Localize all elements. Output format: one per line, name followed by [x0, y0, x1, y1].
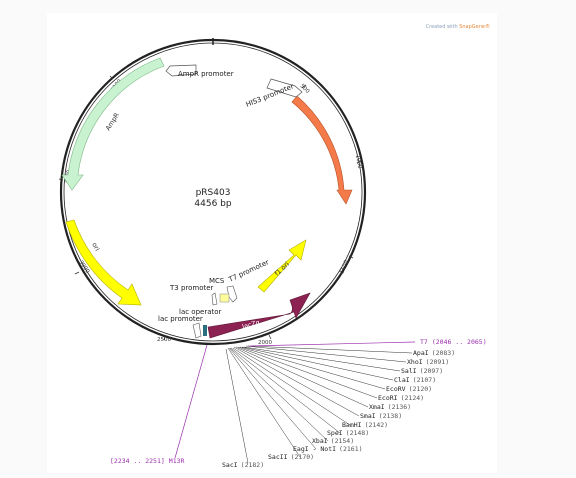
credit-brand: SnapGene® — [459, 24, 490, 30]
m13r-primer-line — [174, 344, 208, 459]
lac-operator-feature[interactable] — [203, 325, 207, 336]
site-leaders — [225, 345, 413, 464]
site-clai[interactable]: ClaI (2107) — [394, 376, 436, 384]
t7-primer-label[interactable]: T7 (2046 .. 2065) — [420, 338, 487, 346]
snapgene-credit[interactable]: Created with SnapGene® — [426, 24, 490, 30]
t7-primer-range: (2046 .. 2065) — [432, 338, 487, 346]
plasmid-length: 4456 bp — [194, 199, 231, 209]
lacz-alpha-feature[interactable] — [207, 292, 311, 339]
site-xbai[interactable]: XbaI (2154) — [312, 437, 354, 445]
lac-promoter-label: lac promoter — [158, 315, 203, 323]
mcs-label: MCS — [209, 277, 225, 285]
m13r-primer-label[interactable]: [2234 .. 2251] M13R — [110, 457, 185, 465]
lac-promoter-feature[interactable] — [192, 322, 202, 339]
lac-operator-label: lac operator — [179, 308, 222, 316]
his3-feature[interactable] — [291, 95, 353, 205]
site-bamhi[interactable]: BamHI (2142) — [342, 421, 388, 429]
tick-1500: 1500 — [339, 259, 350, 275]
site-xhoi[interactable]: XhoI (2091) — [407, 358, 449, 366]
site-sali[interactable]: SalI (2097) — [401, 367, 443, 375]
ampr-promoter-label: AmpR promoter — [178, 70, 234, 78]
tick-2500: 2500 — [157, 337, 171, 343]
site-xmai[interactable]: XmaI (2136) — [369, 403, 411, 411]
site-ecorv[interactable]: EcoRV (2120) — [386, 385, 432, 393]
ampr-promoter-feature[interactable] — [165, 64, 197, 77]
his3-promoter-feature[interactable] — [266, 78, 303, 98]
t7-promoter-label: T7 promoter — [227, 258, 271, 284]
plasmid-name: pRS403 — [196, 188, 231, 198]
m13r-primer-range: [2234 .. 2251] — [110, 457, 165, 465]
t3-promoter-label: T3 promoter — [169, 284, 214, 292]
ori-label: ori — [90, 241, 101, 252]
site-ecori[interactable]: EcoRI (2124) — [378, 394, 424, 402]
site-spei[interactable]: SpeI (2148) — [327, 429, 369, 437]
restriction-sites: ApaI (2083) XhoI (2091) SalI (2097) ClaI (21… — [222, 349, 455, 469]
site-eagi-noti[interactable]: EagI - NotI (2161) — [293, 445, 363, 453]
m13r-primer-name: M13R — [169, 457, 185, 465]
t7-primer-line — [249, 341, 416, 347]
credit-prefix: Created with — [425, 24, 460, 30]
ampr-feature[interactable] — [61, 57, 165, 191]
f1-ori-feature[interactable] — [257, 239, 307, 293]
ampr-label: AmpR — [104, 111, 121, 132]
site-smai[interactable]: SmaI (2138) — [360, 412, 402, 420]
site-saci[interactable]: SacI (2182) — [222, 461, 264, 469]
tick-1000: 1000 — [354, 154, 362, 169]
ori-feature[interactable] — [65, 219, 142, 306]
site-apai[interactable]: ApaI (2083) — [413, 349, 455, 357]
t3-promoter-feature[interactable] — [211, 292, 218, 306]
tick-2000: 2000 — [258, 340, 272, 346]
lacz-alpha-label: lacZα — [241, 318, 261, 331]
mcs-feature[interactable] — [219, 293, 230, 303]
position-ticks: 500 1000 1500 2000 2500 3000 3500 4000 — [58, 75, 362, 346]
t7-primer-name: T7 — [420, 338, 428, 346]
site-sacii[interactable]: SacII (2170) — [268, 453, 314, 461]
